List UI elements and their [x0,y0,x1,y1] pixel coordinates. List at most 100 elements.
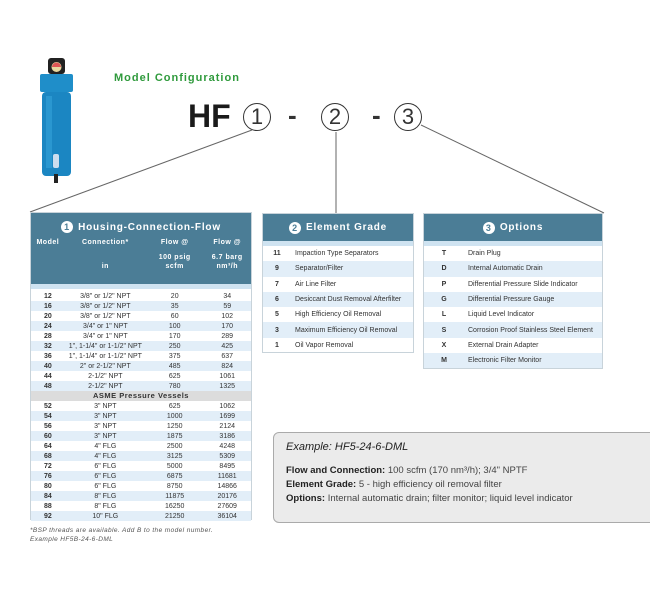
table-title-text: Element Grade [306,222,387,233]
footnote-example: Example HF5B-24-6-DML [30,536,114,543]
model-cell: 60 [43,432,52,440]
table-row: 40 2" or 2-1/2" NPT 485 824 [31,361,251,371]
model-cell: 76 [43,472,52,480]
model-cell: 28 [43,332,52,340]
grade-desc-cell: Desiccant Dust Removal Afterfilter [295,296,402,304]
table-row: L Liquid Level Indicator [424,307,602,322]
model-cell: 48 [43,382,52,390]
table-row: 28 3/4" or 1" NPT 170 289 [31,331,251,341]
grade-desc-cell: Maximum Efficiency Oil Removal [295,326,398,334]
connection-cell: 3" NPT [94,402,117,410]
table-title-text: Options [499,222,544,233]
table-row: 88 8" FLG 16250 27609 [31,501,251,511]
table-row: 48 2-1/2" NPT 780 1325 [31,381,251,391]
option-desc-cell: Internal Automatic Drain [468,265,543,273]
flow-nm3h-cell: 637 [221,352,234,360]
table-row: 76 6" FLG 6875 11681 [31,471,251,481]
table-row: 32 1", 1-1/4" or 1-1/2" NPT 250 425 [31,341,251,351]
model-cell: 54 [43,412,52,420]
option-code-cell: T [441,250,447,258]
table-row: P Differential Pressure Slide Indicator [424,277,602,292]
grade-code-cell: 6 [275,296,279,304]
grade-code-cell: 3 [275,326,279,334]
grade-code-cell: 9 [275,265,279,273]
col-flow-nm3h-sub: 6.7 barg [211,254,243,261]
option-code-cell: D [441,265,447,273]
position-2-marker: 2 [321,103,349,131]
option-code-cell: S [441,326,447,334]
flow-scfm-cell: 250 [168,342,181,350]
table-title: 3 Options [424,214,602,241]
table-row: T Drain Plug [424,246,602,261]
option-code-cell: M [441,357,447,365]
model-prefix: HF [188,98,231,134]
connection-cell: 2-1/2" NPT [88,382,123,390]
table-row: 24 3/4" or 1" NPT 100 170 [31,321,251,331]
option-desc-cell: Drain Plug [468,250,501,258]
option-code-cell: G [441,296,447,304]
table-row: 5 High Efficiency Oil Removal [263,307,413,322]
table-row: 92 10" FLG 21250 36104 [31,511,251,521]
model-cell: 92 [43,512,52,520]
model-configuration-title: Model Configuration [114,72,240,84]
model-cell: 36 [43,352,52,360]
col-flow-nm3h: Flow @ [213,239,242,246]
flow-nm3h-cell: 36104 [217,512,237,520]
flow-scfm-cell: 6875 [166,472,183,480]
asme-section-header: ASME Pressure Vessels [31,391,251,401]
flow-scfm-cell: 780 [168,382,181,390]
option-desc-cell: Differential Pressure Gauge [468,296,555,304]
table-row: 54 3" NPT 1000 1699 [31,411,251,421]
separator-dash: - [288,100,297,130]
flow-nm3h-cell: 1325 [219,382,235,390]
grade-value: 5 - high efficiency oil removal filter [358,479,502,490]
connection-cell: 1", 1-1/4" or 1-1/2" NPT [68,342,142,350]
footnote: *BSP threads are available. Add B to the… [30,526,213,544]
position-3-marker: 3 [394,103,422,131]
table-row: D Internal Automatic Drain [424,261,602,277]
connector-lines [29,124,605,214]
table-row: 20 3/8" or 1/2" NPT 60 102 [31,311,251,321]
option-code-cell: X [441,341,447,349]
flow-scfm-cell: 2500 [166,442,183,450]
model-cell: 84 [43,492,52,500]
flow-nm3h-cell: 34 [223,292,232,300]
grade-label: Element Grade: [286,479,357,490]
flow-nm3h-cell: 425 [221,342,234,350]
table-row: 7 Air Line Filter [263,277,413,292]
model-cell: 52 [43,402,52,410]
flow-scfm-cell: 1250 [166,422,183,430]
flow-scfm-cell: 8750 [166,482,183,490]
col-flow-scfm-sub: 100 psig [158,254,191,261]
connection-cell: 6" FLG [94,472,117,480]
grade-desc-cell: Air Line Filter [295,280,337,288]
option-desc-cell: Electronic Filter Monitor [468,357,542,365]
model-cell: 88 [43,502,52,510]
option-code-cell: L [441,311,447,319]
flow-scfm-cell: 20 [170,292,179,300]
table-row: 11 Impaction Type Separators [263,246,413,261]
flow-nm3h-cell: 2124 [219,422,235,430]
flow-scfm-cell: 625 [168,402,181,410]
options-value: Internal automatic drain; filter monitor… [327,493,573,504]
table-row: 36 1", 1-1/4" or 1-1/2" NPT 375 637 [31,351,251,361]
connection-cell: 8" FLG [94,502,117,510]
table-row: M Electronic Filter Monitor [424,353,602,369]
model-cell: 40 [43,362,52,370]
model-cell: 44 [43,372,52,380]
flow-scfm-cell: 170 [168,332,181,340]
connection-cell: 8" FLG [94,492,117,500]
model-cell: 16 [43,302,52,310]
table-row: 68 4" FLG 3125 5309 [31,451,251,461]
connection-cell: 4" FLG [94,452,117,460]
table-row: G Differential Pressure Gauge [424,291,602,308]
table-row: 56 3" NPT 1250 2124 [31,421,251,431]
connection-cell: 2" or 2-1/2" NPT [79,362,131,370]
connection-cell: 6" FLG [94,462,117,470]
flow-scfm-cell: 3125 [166,452,183,460]
flow-nm3h-cell: 289 [221,332,234,340]
grade-desc-cell: Separator/Filter [295,265,344,273]
table-row: 6 Desiccant Dust Removal Afterfilter [263,291,413,308]
options-table: 3 Options T Drain Plug D Internal Automatic … [423,213,603,369]
grade-code-cell: 1 [275,341,279,349]
